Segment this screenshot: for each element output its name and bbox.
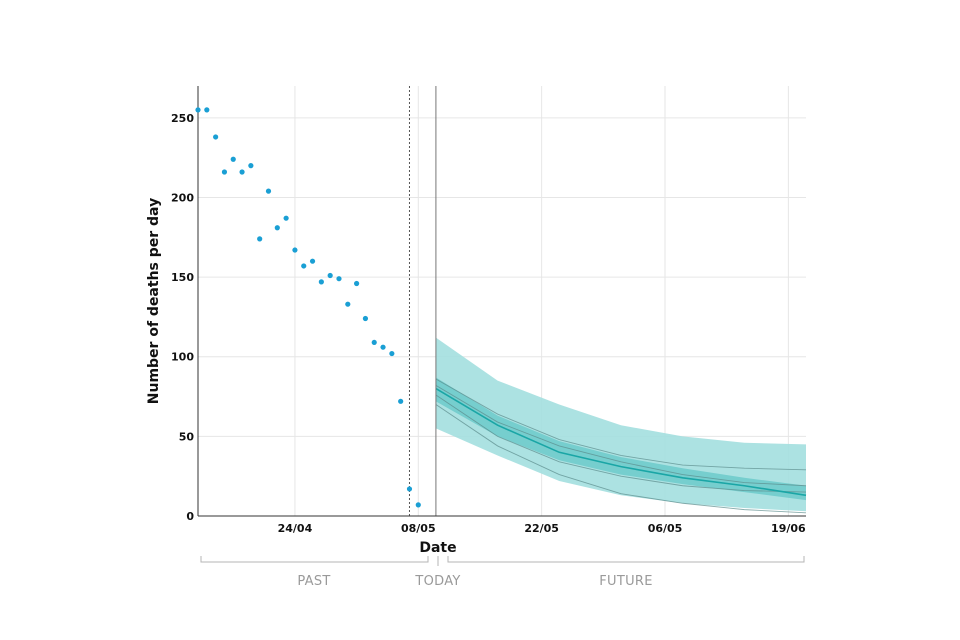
past-label: PAST (297, 574, 330, 589)
x-axis-title: Date (419, 540, 456, 556)
period-brackets: PAST TODAY FUTURE (200, 556, 805, 589)
past-bracket (200, 556, 429, 563)
observed-point (301, 263, 307, 269)
observed-point (195, 107, 201, 113)
y-tick-label: 250 (171, 112, 194, 125)
future-label: FUTURE (599, 574, 653, 589)
observed-point (389, 350, 395, 357)
observed-point (398, 398, 404, 404)
observed-points (195, 107, 421, 508)
inner-band (435, 377, 806, 501)
observed-point (380, 344, 386, 350)
sample-trace (435, 394, 807, 493)
observed-point (248, 163, 254, 169)
median-line (435, 387, 807, 497)
observed-point (204, 107, 210, 113)
projection-bands (435, 337, 806, 512)
y-tick-label: 0 (186, 510, 194, 523)
observed-point (354, 280, 360, 287)
observed-point (345, 301, 351, 307)
observed-point (415, 502, 421, 508)
y-tick-label: 50 (179, 430, 195, 443)
sample-trace (435, 378, 807, 471)
x-tick-label: 22/05 (524, 522, 559, 535)
tick-labels: 0 50 100 150 200 250 24/04 08/05 22/05 06/05 19/06 (171, 112, 806, 535)
observed-point (292, 247, 298, 253)
observed-point (230, 156, 236, 162)
observed-point (257, 236, 263, 242)
observed-point (327, 272, 333, 279)
x-tick-label: 06/05 (648, 522, 683, 535)
x-tick-label: 08/05 (401, 522, 436, 535)
sample-trace (435, 404, 807, 514)
sample-trace (435, 385, 807, 487)
projection-traces (435, 378, 807, 514)
observed-point (221, 169, 228, 175)
observed-point (274, 225, 280, 231)
date-markers (408, 86, 437, 516)
x-tick-label: 19/06 (771, 522, 806, 535)
observed-point (362, 315, 369, 322)
observed-point (371, 339, 377, 346)
observed-point (213, 134, 219, 140)
observed-point (309, 258, 316, 264)
observed-point (318, 279, 324, 285)
observed-point (406, 486, 413, 492)
observed-point (283, 215, 289, 221)
y-tick-label: 150 (171, 271, 194, 284)
observed-point (265, 188, 272, 194)
y-axis-title: Number of deaths per day (146, 198, 162, 404)
today-label: TODAY (414, 574, 460, 589)
observed-point (336, 276, 342, 282)
axes (197, 86, 806, 517)
x-tick-label: 24/04 (278, 522, 313, 535)
y-tick-label: 200 (171, 191, 194, 204)
observed-point (239, 169, 245, 175)
y-tick-label: 100 (171, 351, 194, 364)
future-bracket (447, 556, 805, 563)
outer-band (435, 337, 806, 512)
